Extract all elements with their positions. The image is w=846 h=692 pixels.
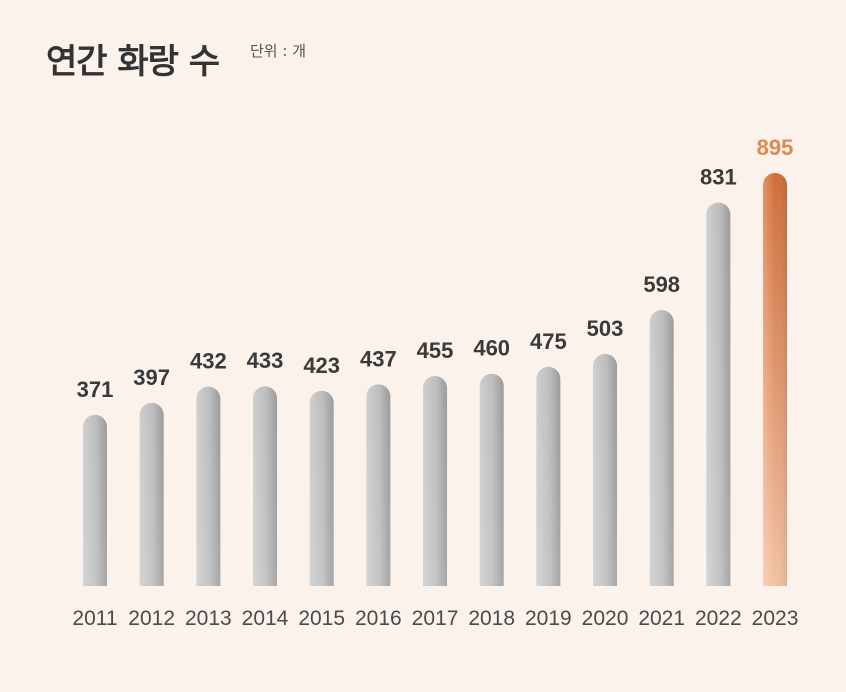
- category-label-2011: 2011: [72, 607, 117, 630]
- category-label-2012: 2012: [128, 607, 175, 630]
- bar-shade-2020: [593, 353, 618, 598]
- bar-group-2017: 455: [417, 338, 454, 598]
- category-label-2021: 2021: [638, 607, 685, 630]
- value-label-2014: 433: [247, 348, 284, 373]
- value-label-2021: 598: [643, 272, 680, 297]
- value-label-2013: 432: [190, 349, 227, 374]
- category-label-2019: 2019: [525, 607, 572, 630]
- bar-group-2018: 460: [473, 336, 510, 598]
- value-label-2023: 895: [757, 135, 794, 160]
- value-label-2019: 475: [530, 329, 567, 354]
- value-label-2017: 455: [417, 338, 454, 363]
- bar-shade-2013: [196, 386, 221, 598]
- value-label-2012: 397: [133, 365, 170, 390]
- category-label-2014: 2014: [242, 607, 289, 630]
- category-label-2023: 2023: [752, 607, 799, 630]
- value-label-2022: 831: [700, 165, 737, 190]
- bar-shade-2016: [366, 384, 391, 598]
- bar-group-2023: 895: [757, 135, 794, 598]
- category-label-2017: 2017: [412, 607, 459, 630]
- value-label-2015: 423: [303, 353, 340, 378]
- bar-shade-2014: [253, 386, 278, 598]
- category-label-2020: 2020: [582, 607, 629, 630]
- category-label-2018: 2018: [468, 607, 515, 630]
- bar-group-2014: 433: [247, 348, 284, 598]
- bar-shade-2018: [479, 373, 504, 598]
- category-label-2015: 2015: [298, 607, 345, 630]
- bar-shade-2021: [649, 310, 674, 598]
- value-label-2016: 437: [360, 346, 397, 371]
- bar-group-2020: 503: [587, 316, 624, 598]
- bar-shade-2012: [139, 402, 164, 598]
- bar-group-2013: 432: [190, 349, 227, 598]
- bar-group-2011: 371: [77, 377, 114, 598]
- category-label-2013: 2013: [185, 607, 232, 630]
- value-label-2011: 371: [77, 377, 114, 402]
- category-label-2016: 2016: [355, 607, 402, 630]
- bar-group-2012: 397: [133, 365, 170, 598]
- chart-unit-label: 단위 : 개: [250, 42, 306, 60]
- baseline-cover: [0, 586, 846, 600]
- bar-shade-2019: [536, 366, 561, 598]
- category-label-2022: 2022: [695, 607, 742, 630]
- bar-shade-2023: [763, 173, 788, 598]
- bar-shade-2011: [83, 414, 107, 598]
- bar-shade-2017: [423, 376, 448, 598]
- value-label-2020: 503: [587, 316, 624, 341]
- value-label-2018: 460: [473, 336, 510, 361]
- bar-group-2016: 437: [360, 346, 397, 598]
- bar-shade-2022: [706, 202, 731, 598]
- bar-group-2015: 423: [303, 353, 340, 598]
- chart-title: 연간 화랑 수: [46, 42, 220, 82]
- bar-group-2019: 475: [530, 329, 567, 598]
- bar-shade-2015: [309, 390, 334, 598]
- bar-group-2021: 598: [643, 272, 680, 598]
- bar-group-2022: 831: [700, 165, 737, 598]
